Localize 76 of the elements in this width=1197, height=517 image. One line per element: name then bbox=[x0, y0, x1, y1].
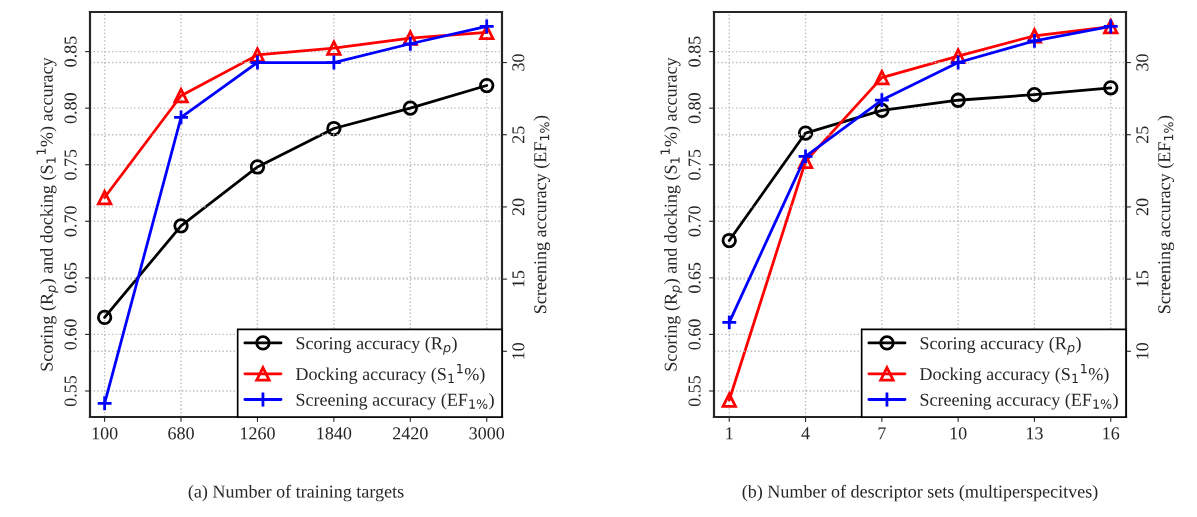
point bbox=[874, 69, 890, 86]
x-tick-label: 100 bbox=[92, 427, 118, 440]
point bbox=[249, 54, 266, 71]
y2-tick-label: 30 bbox=[512, 54, 525, 71]
y-tick-label: 0.60 bbox=[64, 319, 77, 350]
x-tick-label: 1260 bbox=[240, 427, 275, 440]
point bbox=[479, 77, 495, 94]
y-tick-label: 0.75 bbox=[688, 149, 701, 180]
y2-tick-label: 20 bbox=[512, 198, 525, 216]
point bbox=[950, 92, 966, 108]
point bbox=[797, 148, 814, 165]
y-tick-label: 0.55 bbox=[64, 375, 77, 407]
point bbox=[949, 54, 967, 71]
legend-label: Screening accuracy (EF$_{1%}$) bbox=[296, 393, 494, 410]
x-tick-label: 1 bbox=[726, 427, 733, 440]
y-tick-label: 0.75 bbox=[64, 149, 77, 180]
x-axis-title: (a) Number of training targets bbox=[188, 484, 404, 502]
y2-tick-label: 30 bbox=[1136, 54, 1149, 71]
x-tick-label: 4 bbox=[801, 427, 810, 440]
y2-tick-label: 15 bbox=[512, 270, 525, 287]
x-tick-label: 7 bbox=[878, 427, 886, 440]
point bbox=[874, 102, 890, 119]
x-tick-label: 680 bbox=[168, 427, 194, 440]
point bbox=[721, 392, 737, 408]
legend-label: Scoring accuracy (R$_{p}$) bbox=[296, 336, 457, 355]
point bbox=[401, 35, 419, 53]
x-axis-title: (b) Number of descriptor sets (multiperspecitves) bbox=[742, 484, 1098, 502]
x-tick-label: 2420 bbox=[393, 427, 428, 440]
legend-label: Docking accuracy (S$_{1}$$^{1}$%) bbox=[295, 363, 485, 384]
point bbox=[1026, 32, 1043, 50]
x-tick-label: 10 bbox=[950, 427, 967, 440]
point bbox=[326, 120, 342, 137]
y2-tick-label: 10 bbox=[1136, 342, 1149, 359]
x-tick-label: 13 bbox=[1027, 427, 1043, 440]
point bbox=[402, 100, 418, 116]
point bbox=[173, 218, 189, 234]
point bbox=[1103, 80, 1119, 96]
legend-label: Docking accuracy (S$_{1}$$^{1}$%) bbox=[919, 363, 1109, 384]
y2-tick-label: 25 bbox=[1136, 126, 1149, 143]
point bbox=[96, 309, 113, 326]
point bbox=[173, 88, 189, 104]
y-axis-title: Scoring (R$_{p}$) and docking (S$_{1}$$^{1}$%) accuracy bbox=[36, 57, 59, 371]
point bbox=[249, 159, 266, 175]
y2-tick-label: 25 bbox=[512, 126, 525, 143]
x-tick-label: 1840 bbox=[317, 427, 352, 440]
point bbox=[873, 91, 891, 109]
y-tick-label: 0.85 bbox=[64, 36, 77, 67]
legend-label: Screening accuracy (EF$_{1%}$) bbox=[920, 393, 1118, 410]
y2-axis-title: Screening accuracy (EF$_{1%}$) bbox=[533, 115, 551, 313]
y-tick-label: 0.80 bbox=[64, 93, 77, 124]
point bbox=[96, 189, 113, 206]
point bbox=[478, 18, 496, 35]
point bbox=[797, 125, 814, 141]
y2-tick-label: 15 bbox=[1136, 270, 1149, 287]
point bbox=[325, 54, 343, 71]
y2-tick-label: 20 bbox=[1136, 198, 1149, 216]
y-tick-label: 0.85 bbox=[688, 36, 701, 67]
point bbox=[1026, 86, 1043, 103]
point bbox=[96, 394, 113, 412]
x-tick-label: 3000 bbox=[469, 427, 505, 440]
y2-axis-title: Screening accuracy (EF$_{1%}$) bbox=[1157, 115, 1175, 313]
y-tick-label: 0.65 bbox=[64, 262, 77, 293]
y-tick-label: 0.70 bbox=[64, 206, 77, 237]
point bbox=[172, 109, 190, 126]
y2-tick-label: 10 bbox=[512, 342, 525, 359]
point bbox=[720, 314, 738, 331]
y-tick-label: 0.55 bbox=[688, 375, 701, 407]
point bbox=[721, 232, 737, 249]
y-tick-label: 0.60 bbox=[688, 319, 701, 350]
point bbox=[325, 38, 343, 56]
y-axis-title: Scoring (R$_{p}$) and docking (S$_{1}$$^{1}$%) accuracy bbox=[660, 57, 683, 371]
legend-label: Scoring accuracy (R$_{p}$) bbox=[920, 336, 1081, 355]
x-tick-label: 16 bbox=[1103, 427, 1120, 440]
y-tick-label: 0.65 bbox=[688, 262, 701, 293]
y-tick-label: 0.70 bbox=[688, 206, 701, 237]
y-tick-label: 0.80 bbox=[688, 93, 701, 124]
